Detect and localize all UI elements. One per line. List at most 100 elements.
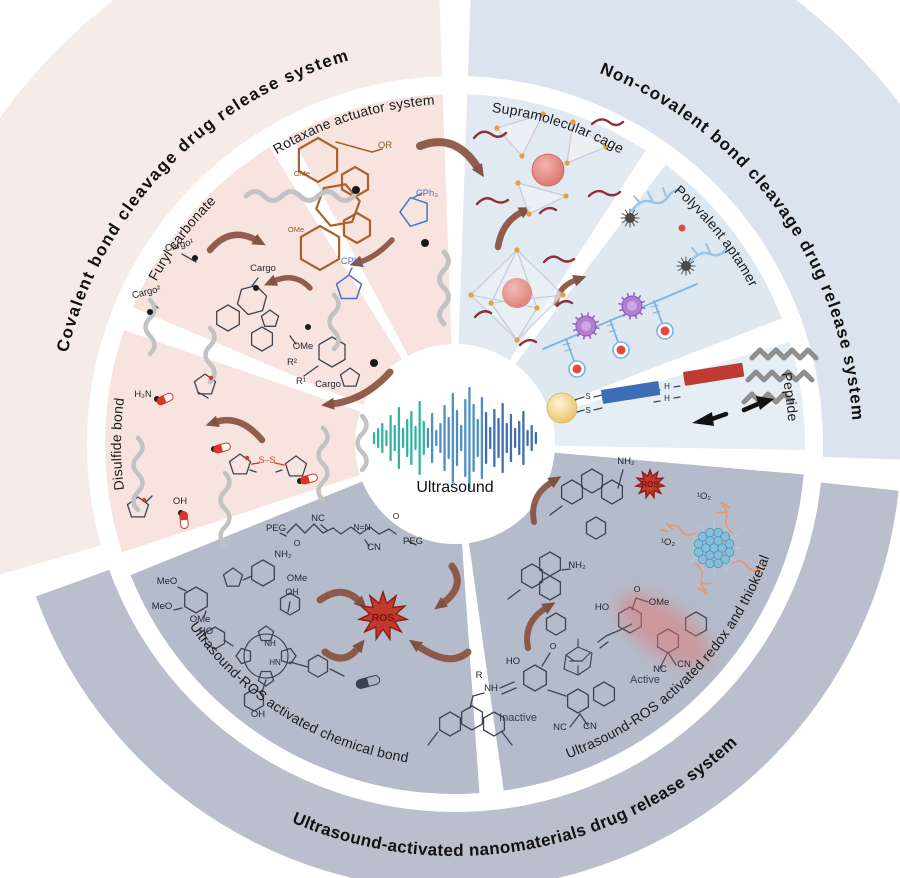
- arrow-icon: [349, 237, 395, 268]
- chem-annotation: H₂N: [134, 389, 152, 400]
- arrow-icon: [206, 231, 266, 254]
- virus-icon: [618, 292, 646, 320]
- chem-annotation: R: [476, 670, 483, 681]
- ros-star-icon: [633, 467, 667, 500]
- cage-assembled-icon: [468, 247, 576, 347]
- chem-annotation: OMe: [294, 169, 310, 178]
- capsule-icon: [355, 675, 381, 689]
- wheel-illustration-layer: [126, 111, 819, 746]
- brown-arrows: [205, 138, 587, 663]
- chem-annotation: O: [634, 584, 641, 594]
- chem-annotation: NC: [653, 664, 667, 675]
- peptide-assembly-icon: [546, 347, 819, 426]
- adamantane-structure: [563, 638, 593, 676]
- cage-exploded-icon: [472, 111, 625, 217]
- arrow-icon: [408, 639, 472, 663]
- wedge-disulfide: [104, 330, 363, 553]
- chem-annotation: HN: [269, 658, 281, 667]
- activation-glow: [617, 593, 711, 667]
- arrow-icon: [321, 368, 394, 410]
- chem-annotation: Cargo: [250, 263, 276, 274]
- chem-annotation: O: [294, 538, 301, 548]
- ros-star-icon: [356, 589, 410, 642]
- pill-icon: [213, 442, 231, 454]
- center-circle: [355, 344, 555, 544]
- drug-dot-icon: [678, 224, 686, 232]
- chem-annotation: NC: [311, 513, 325, 524]
- arrow-icon: [316, 588, 367, 609]
- chem-annotation: NH: [484, 683, 498, 694]
- chem-annotation: OMe: [293, 341, 314, 352]
- chem-annotation: OMe: [649, 597, 670, 608]
- chem-annotation: NH₂: [568, 560, 586, 571]
- chem-annotation: R¹: [296, 376, 306, 387]
- pill-icon: [179, 511, 189, 529]
- arrow-icon: [530, 476, 562, 525]
- arrow-icon: [434, 562, 461, 610]
- peptide-zigzag-icon: [749, 347, 819, 361]
- chem-annotation: OR: [378, 140, 392, 151]
- center-label: Ultrasound: [416, 479, 493, 496]
- chem-annotation: O: [393, 511, 400, 521]
- chem-annotation: CPh₃: [341, 256, 363, 267]
- chem-annotation: ROS: [372, 612, 395, 624]
- chem-annotation: S: [585, 392, 590, 401]
- chem-annotation: ¹O₂: [697, 491, 712, 502]
- chem-annotation: OH: [285, 587, 299, 597]
- chem-annotation: PEG: [403, 536, 423, 547]
- chem-annotation: NH₂: [274, 549, 292, 560]
- wedge-aptamer: [513, 164, 782, 409]
- pill-icon: [156, 392, 174, 406]
- wedge-label-disulfide: Disulfide bond: [108, 397, 127, 492]
- chem-annotation: CPh₃: [416, 188, 438, 199]
- wedge-label-disulfide-text: Disulfide bond: [108, 397, 127, 492]
- chem-annotation: MeO: [157, 576, 178, 587]
- peptide-zigzag-icon: [745, 369, 815, 383]
- peptide-zigzag-icon: [741, 391, 795, 405]
- chem-annotation: Cargo: [315, 379, 341, 390]
- chem-annotation: R²: [287, 357, 297, 368]
- chem-annotation: MeO: [152, 601, 173, 612]
- black-arrows: [692, 396, 774, 426]
- chem-annotation: OMe: [287, 573, 308, 584]
- chem-annotation: OH: [173, 496, 187, 507]
- chem-annotation: NC: [553, 722, 567, 733]
- peg-azo-chain: [286, 523, 397, 535]
- ultrasound-waveform-icon: [372, 386, 537, 490]
- arrow-icon: [205, 415, 266, 444]
- chem-annotation: HO: [199, 626, 213, 637]
- disulfide-red-marks: [141, 375, 285, 503]
- chem-annotation: HO: [506, 656, 520, 667]
- pill-icon: [300, 473, 318, 485]
- chem-annotation: HO: [595, 602, 609, 613]
- arrow-icon: [494, 207, 532, 251]
- section-band-covalent: [0, 0, 443, 575]
- chem-annotation: ¹O₂: [661, 537, 676, 548]
- virus-icon: [572, 312, 600, 340]
- chem-annotation: H: [664, 394, 670, 403]
- gold-nanoparticle-icon: [546, 392, 578, 424]
- chem-annotation: CN: [367, 542, 381, 553]
- aptamer-hairpin-icon: [542, 283, 698, 378]
- nanoparticle-icon: [659, 501, 769, 595]
- arrow-icon: [416, 138, 484, 178]
- peptide-red-segment: [683, 362, 745, 386]
- peptide-blue-segment: [601, 381, 661, 404]
- section-band-noncovalent: [467, 0, 900, 460]
- chem-annotation: OMe: [190, 614, 211, 625]
- chem-annotation: ROS: [641, 480, 659, 489]
- wedge-chemical: [130, 480, 480, 794]
- arrow-icon: [263, 274, 313, 291]
- chem-annotation: CN: [677, 659, 691, 670]
- chem-annotation: S: [585, 406, 590, 415]
- spiky-particle-icon: [676, 256, 696, 276]
- chem-annotation: O: [550, 641, 557, 651]
- chem-annotation: Inactive: [499, 712, 537, 724]
- chem-annotation: PEG: [266, 523, 286, 534]
- arrow-icon: [524, 602, 556, 651]
- chem-annotation: Active: [630, 674, 660, 686]
- chem-annotation: N=N: [353, 522, 370, 532]
- arrow-icon: [321, 639, 365, 662]
